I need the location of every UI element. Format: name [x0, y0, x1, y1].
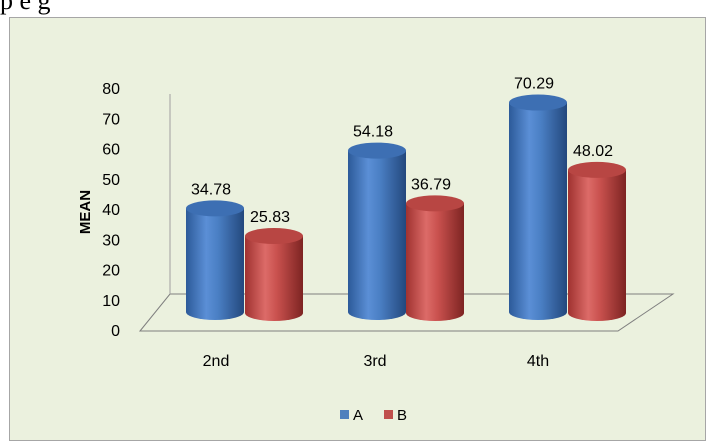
- bar-B-3rd: [406, 195, 464, 321]
- bar-top: [568, 161, 626, 178]
- bar-body: [245, 236, 303, 321]
- data-label: 36.79: [411, 176, 451, 193]
- y-tick-label: 20: [102, 263, 120, 280]
- bar-B-2nd: [245, 228, 303, 321]
- bar-top: [406, 195, 464, 212]
- bar-top: [509, 94, 567, 111]
- x-tick-label: 3rd: [363, 353, 386, 370]
- y-axis-title: MEAN: [77, 190, 94, 234]
- axes: 0 10 20 30 40 50 60 70 80 MEAN 2nd 3rd 4th: [77, 81, 675, 370]
- bar-A-3rd: [348, 142, 406, 320]
- bar-top: [186, 200, 244, 217]
- chart-floor: [138, 293, 675, 332]
- bar-body: [406, 203, 464, 321]
- legend-item-A: A: [340, 407, 363, 424]
- bar-B-4th: [568, 161, 626, 321]
- legend-item-B: B: [384, 407, 407, 424]
- bar-body: [509, 102, 567, 320]
- bar-A-4th: [509, 94, 567, 320]
- bar-top: [348, 142, 406, 159]
- bar-top: [245, 228, 303, 245]
- y-tick-label: 30: [102, 232, 120, 249]
- data-label: 48.02: [573, 143, 613, 160]
- bars: [186, 94, 626, 321]
- data-label: 54.18: [353, 124, 393, 141]
- legend-label: B: [397, 407, 407, 424]
- bar-A-2nd: [186, 200, 244, 320]
- x-tick-label: 2nd: [203, 353, 230, 370]
- legend-swatch: [384, 410, 393, 419]
- data-label: 70.29: [514, 76, 554, 93]
- x-tick-label: 4th: [527, 353, 549, 370]
- legend-label: A: [353, 407, 363, 424]
- y-tick-label: 80: [102, 81, 120, 98]
- legend-swatch: [340, 410, 349, 419]
- y-tick-label: 60: [102, 142, 120, 159]
- page-header-text: p e g: [0, 0, 51, 15]
- bar-body: [568, 169, 626, 321]
- y-tick-label: 0: [111, 323, 120, 340]
- labels: 34.78 54.18 70.29 25.83 36.79 48.02: [191, 76, 613, 226]
- bar-body: [186, 208, 244, 320]
- y-tick-label: 10: [102, 293, 120, 310]
- y-tick-label: 50: [102, 172, 120, 189]
- y-tick-label: 70: [102, 111, 120, 128]
- bar-body: [348, 150, 406, 320]
- data-label: 25.83: [250, 209, 290, 226]
- y-tick-label: 40: [102, 202, 120, 219]
- data-label: 34.78: [191, 181, 231, 198]
